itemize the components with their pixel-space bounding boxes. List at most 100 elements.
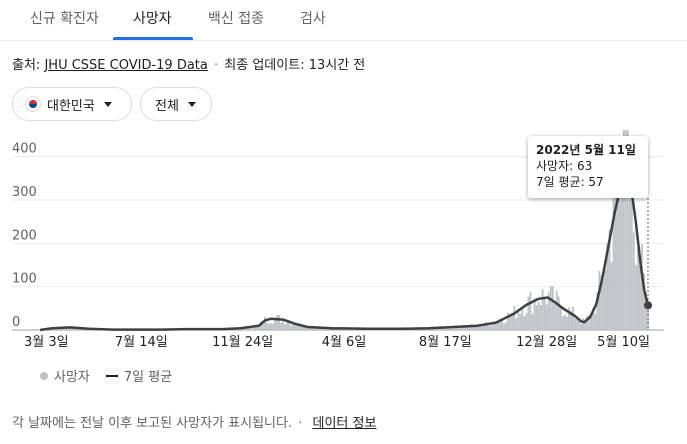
death-bar [590,317,593,330]
source-link[interactable]: JHU CSSE COVID-19 Data [44,58,208,73]
death-bar [294,325,297,330]
death-bar [537,302,540,330]
death-bar [549,286,552,330]
death-bar [521,309,524,330]
y-tick-label: 0 [12,315,20,330]
death-bar [260,321,262,330]
death-bar [582,318,585,330]
source-prefix: 출처: [12,58,41,73]
death-bar [501,320,503,330]
death-bar [282,319,285,330]
death-bar [507,312,510,330]
death-bar [505,322,508,330]
death-bar [576,319,578,330]
death-bar [564,314,566,330]
region-label: 대한민국 [47,98,95,114]
death-bar [497,322,499,330]
chevron-down-icon [103,101,112,107]
update-time: 최종 업데이트: 13시간 전 [224,58,366,73]
death-bar [606,242,609,330]
tab-tests[interactable]: 검사 [300,11,326,27]
death-bar [454,326,457,330]
death-bar [310,327,313,330]
death-bar [251,327,254,330]
death-bar [634,264,637,330]
tab-deaths[interactable]: 사망자 [133,11,172,27]
death-bar [641,243,643,330]
x-axis: 3월 3일 7월 14일 11월 24일 4월 6일 8월 17일 12월 28일 5월 1… [24,335,650,350]
death-bar [489,325,491,330]
region-dropdown[interactable]: 대한민국 [12,87,132,121]
death-bar [288,321,291,330]
death-bar [551,286,554,330]
death-bar [584,319,587,330]
death-bar [533,298,536,330]
death-bar [442,328,445,330]
death-bar [444,328,447,330]
death-bar [553,304,556,330]
death-bar [539,305,542,330]
death-bar [509,315,512,330]
death-bar [592,307,595,330]
death-bar [276,315,279,330]
data-info-link[interactable]: 데이터 정보 [312,416,377,431]
y-tick-label: 400 [12,142,37,157]
death-bar [264,316,266,330]
death-bar [519,313,522,330]
death-bar [448,327,451,330]
death-bar [302,327,305,330]
range-dropdown[interactable]: 전체 [140,87,212,121]
x-tick-label: 11월 24일 [212,335,273,350]
y-tick-label: 100 [12,272,37,287]
death-bar [316,327,319,330]
death-bar [69,327,72,330]
death-bar [272,323,274,330]
death-bar [308,328,311,330]
death-bar [468,326,471,330]
y-tick-label: 300 [12,185,37,200]
death-bar [647,303,649,330]
death-bar [559,307,562,330]
footer-separator: · [298,416,303,431]
death-bar [292,323,295,330]
death-bar [570,311,572,330]
death-bar [616,180,619,330]
deaths-chart[interactable]: 0 100 200 300 400 3월 3일 7월 14일 11월 24일 4월 6일 8월 … [0,130,687,360]
death-bar [476,324,479,330]
death-bar [456,328,459,330]
death-bar [596,291,599,330]
legend-deaths: 사망자 [54,370,90,385]
death-bar [65,328,68,330]
deaths-bars [39,130,649,331]
death-bar [645,291,647,330]
death-bar [612,195,615,330]
legend-avg: 7일 평균 [123,370,173,385]
death-bar [274,318,276,330]
death-bar [266,322,268,330]
death-bar [614,173,617,330]
death-bar [493,322,495,330]
death-bar [268,323,270,330]
death-bar [466,325,469,330]
death-bar [460,327,463,330]
death-bar [257,324,260,330]
death-bar [529,291,532,330]
death-bar [580,323,583,330]
avg-line [39,177,650,332]
death-bar [296,325,299,330]
tab-vaccinations[interactable]: 백신 접종 [208,11,264,27]
death-bar [602,279,605,330]
hover-point [644,301,652,310]
death-bar [632,232,635,330]
tab-new-cases[interactable]: 신규 확진자 [30,11,99,27]
death-bar [247,327,250,330]
death-bar [464,327,467,330]
death-bar [626,130,629,331]
death-bar [438,328,441,330]
death-bar [535,304,538,330]
death-bar [620,171,623,330]
death-bar [253,325,256,330]
chart-legend: 사망자 7일 평균 [40,366,172,385]
death-bar [594,313,597,330]
death-bar [462,325,465,330]
